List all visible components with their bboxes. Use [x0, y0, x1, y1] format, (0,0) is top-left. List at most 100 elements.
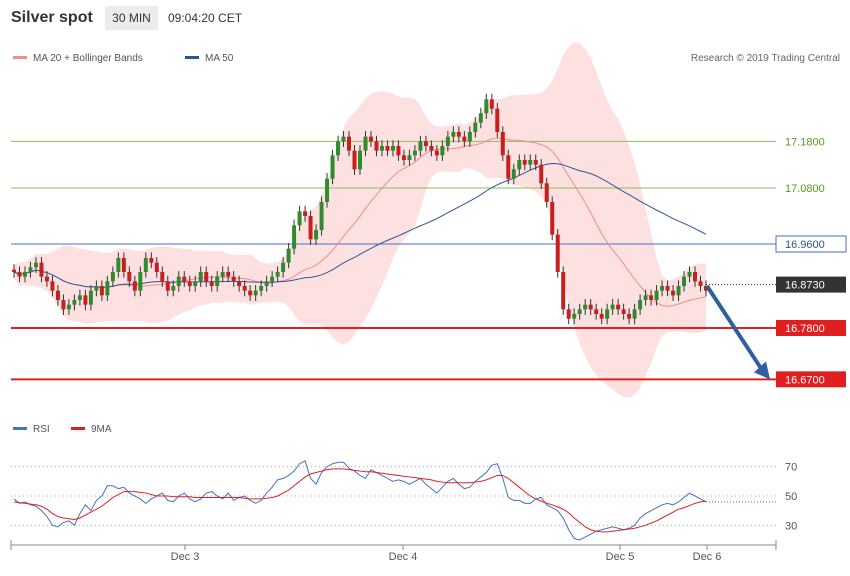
candle-body: [572, 314, 577, 319]
candle-body: [160, 272, 165, 282]
candle-body: [429, 146, 434, 151]
candle-body: [473, 122, 478, 132]
current-price-label: 16.8730: [785, 280, 825, 292]
candle-body: [506, 155, 511, 179]
candle-body: [264, 281, 269, 286]
candle-body: [632, 309, 637, 319]
ma50-level-label: 16.9600: [785, 239, 825, 251]
rsi-legend-swatch: [13, 427, 27, 430]
candle-body: [116, 258, 121, 272]
candle-body: [341, 136, 346, 142]
candle-body: [28, 267, 33, 272]
candle-body: [687, 272, 692, 277]
candle-body: [489, 99, 494, 109]
candle-body: [621, 309, 626, 314]
candle-body: [198, 272, 203, 282]
rsi-tick-label: 30: [785, 520, 797, 532]
rsi-legend-swatch: [71, 427, 85, 430]
candle-body: [588, 304, 593, 310]
candle-body: [226, 272, 231, 277]
rsi-tick-label: 70: [785, 462, 797, 474]
candle-body: [220, 272, 225, 277]
candle-body: [242, 286, 247, 291]
x-axis-label: Dec 6: [693, 551, 722, 563]
candle-body: [187, 281, 192, 286]
candle-body: [456, 132, 461, 137]
candle-body: [149, 258, 154, 263]
candle-body: [638, 300, 643, 310]
instrument-title: Silver spot: [11, 9, 93, 26]
candle-body: [671, 290, 676, 296]
candle-body: [511, 169, 516, 179]
candle-body: [561, 272, 566, 310]
bollinger-band: [14, 42, 706, 398]
candle-body: [275, 272, 280, 277]
candle-body: [434, 150, 439, 156]
candle-body: [484, 99, 489, 114]
candle-body: [665, 286, 670, 291]
candle-body: [407, 155, 412, 160]
candle-body: [39, 262, 44, 277]
candle-body: [390, 146, 395, 151]
support-level-label: 16.6700: [785, 374, 825, 386]
candle-body: [649, 295, 654, 300]
candle-body: [270, 276, 275, 282]
rsi-line: [13, 460, 707, 541]
candle-body: [396, 146, 401, 156]
candle-body: [347, 136, 352, 151]
candle-body: [358, 150, 362, 170]
candle-body: [61, 300, 66, 310]
candle-body: [132, 281, 137, 291]
candle-body: [99, 286, 104, 296]
candle-body: [610, 304, 615, 310]
candle-body: [412, 150, 417, 156]
rsi-tick-label: 50: [785, 491, 797, 503]
interval-badge[interactable]: 30 MIN: [105, 6, 158, 30]
timestamp: 09:04:20 CET: [168, 11, 243, 25]
candle-body: [555, 234, 560, 272]
x-axis-label: Dec 5: [606, 551, 635, 563]
candle-body: [110, 272, 115, 282]
candle-body: [22, 272, 27, 277]
legend-swatch: [185, 56, 199, 59]
candle-body: [259, 286, 264, 291]
candle-body: [616, 304, 621, 310]
rsi-legend-label: RSI: [33, 424, 50, 435]
ma50-level-box: [775, 235, 847, 253]
candle-body: [253, 290, 258, 296]
candle-body: [374, 141, 379, 151]
x-axis-label: Dec 3: [171, 551, 200, 563]
candle-body: [643, 295, 648, 300]
candle-body: [330, 155, 335, 179]
candle-body: [77, 295, 82, 300]
candle-body: [55, 290, 60, 300]
candle-body: [423, 141, 428, 146]
candle-body: [138, 272, 143, 291]
candle-body: [66, 304, 71, 310]
candle-body: [401, 155, 406, 160]
candle-body: [599, 314, 604, 319]
forecast-arrow: [705, 284, 765, 373]
candle-body: [17, 272, 22, 277]
rsi-ma-line: [13, 468, 707, 533]
candle-body: [368, 136, 373, 142]
candle-body: [127, 272, 132, 282]
candle-body: [594, 309, 599, 314]
support-level-box: [776, 320, 846, 336]
candle-body: [654, 290, 659, 300]
candle-body: [566, 309, 571, 319]
candle-body: [281, 262, 286, 272]
candle-body: [605, 309, 610, 319]
candle-body: [363, 136, 368, 151]
candle-body: [693, 272, 698, 282]
candle-body: [495, 108, 500, 132]
candle-body: [237, 281, 242, 286]
candle-body: [336, 141, 341, 156]
candle-body: [94, 286, 99, 291]
candle-body: [319, 202, 324, 230]
candle-body: [522, 160, 527, 165]
candle-body: [209, 281, 214, 286]
candle-body: [182, 276, 187, 282]
x-axis-label: Dec 4: [389, 551, 418, 563]
